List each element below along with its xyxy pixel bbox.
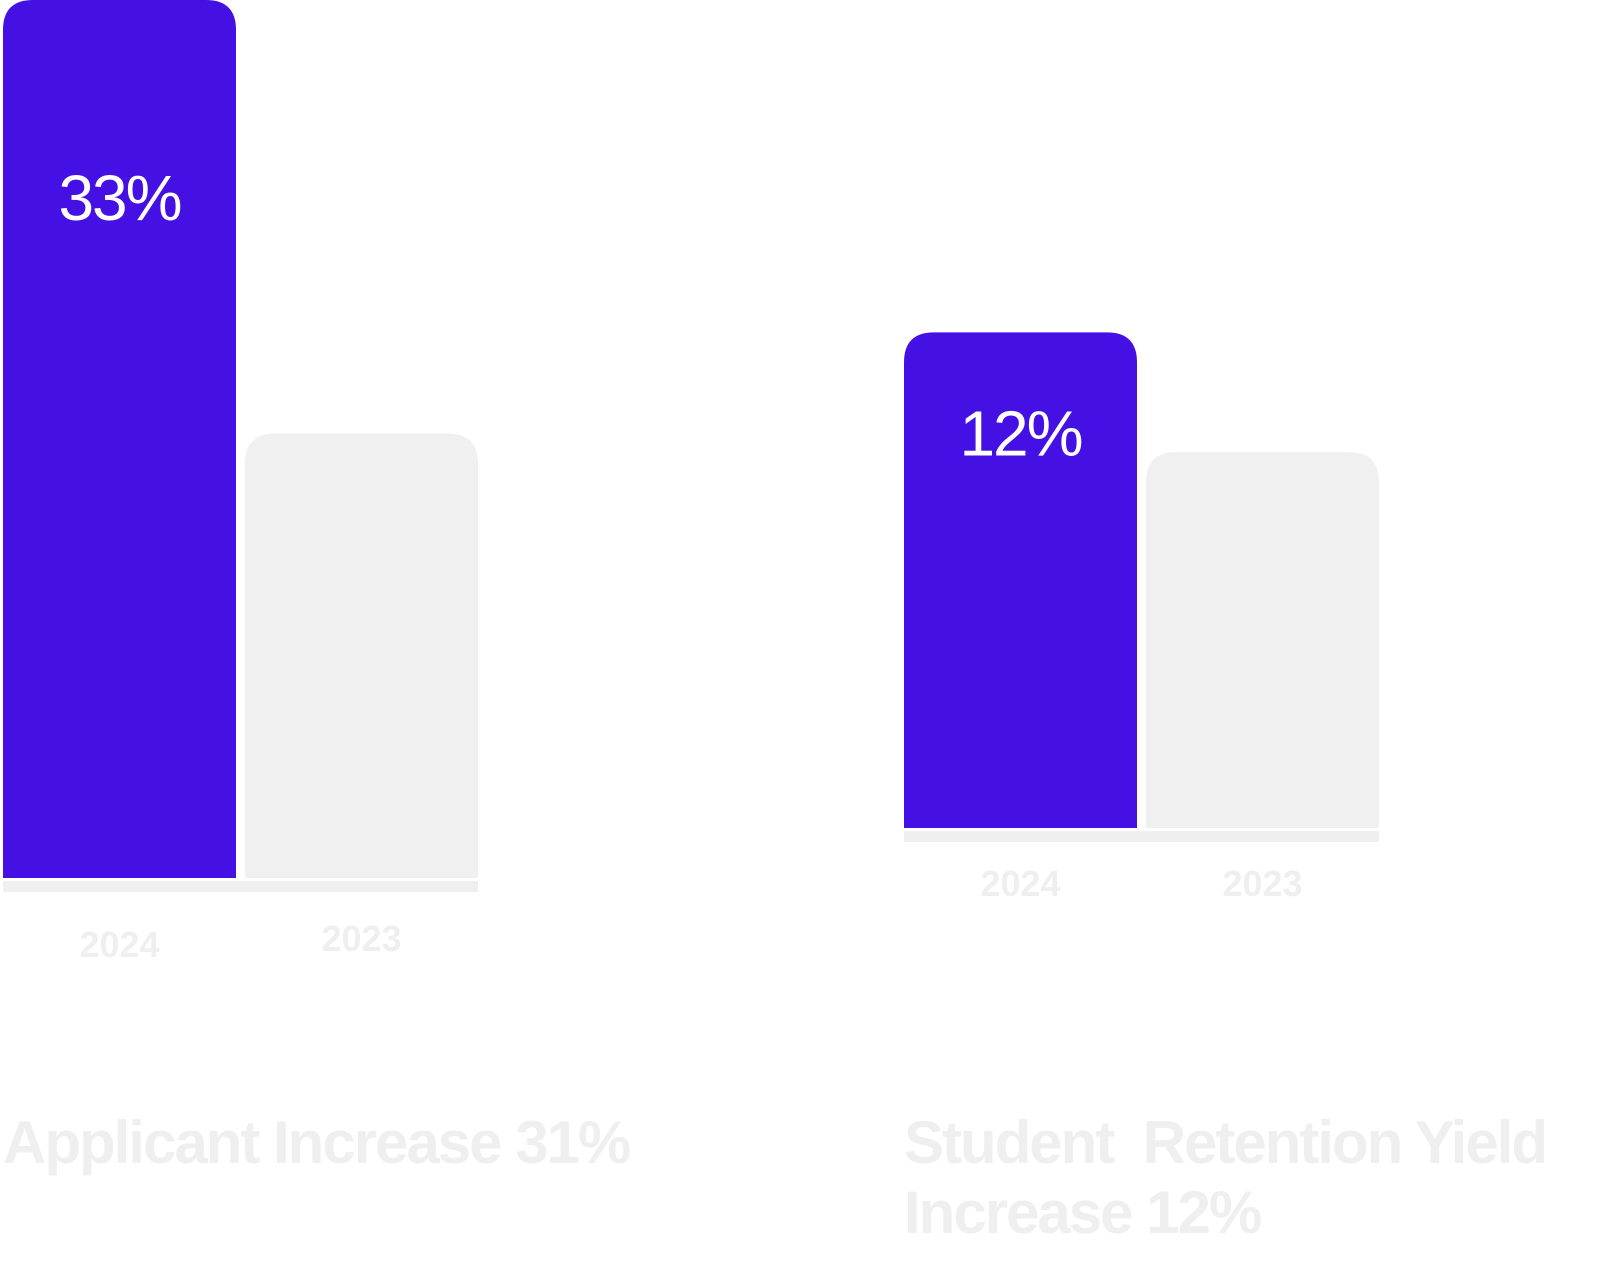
chart-2-category-label-2024: 2024 [980, 863, 1060, 904]
chart-title-applicant-increase: Applicant Increase 31% [3, 1109, 631, 1176]
chart-1-category-label-2023: 2023 [321, 918, 401, 959]
chart-2-axis-line [904, 831, 1379, 842]
chart-2-bar-2023 [1146, 452, 1379, 828]
chart-title-student-retention: Student Retention Yield Increase 12% [904, 1109, 1548, 1246]
chart-1-category-label-2024: 2024 [79, 924, 159, 965]
chart-1-axis-line [3, 881, 478, 892]
chart-2-bar-2024 [904, 332, 1137, 828]
chart-1-value-label-2024: 33% [58, 162, 180, 234]
chart-2-value-label-2024: 12% [959, 397, 1081, 469]
chart-1-bar-2024 [3, 0, 236, 878]
chart-2-category-label-2023: 2023 [1222, 863, 1302, 904]
chart-1-bar-2023 [245, 433, 478, 878]
